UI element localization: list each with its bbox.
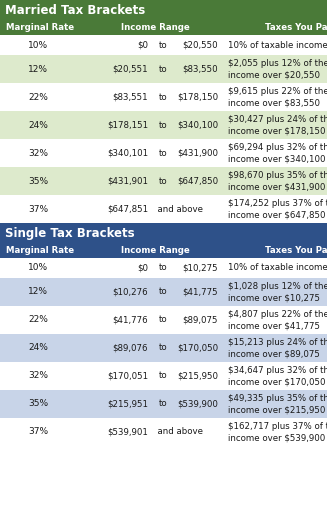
- Text: 22%: 22%: [28, 93, 48, 102]
- Bar: [0, 418, 327, 446]
- Text: 12%: 12%: [28, 65, 48, 74]
- Text: $170,050: $170,050: [177, 343, 218, 352]
- Text: to: to: [159, 93, 167, 102]
- Text: to: to: [159, 177, 167, 186]
- Bar: [0, 243, 327, 258]
- Text: Married Tax Brackets: Married Tax Brackets: [5, 4, 145, 16]
- Text: Marginal Rate: Marginal Rate: [6, 23, 74, 32]
- Text: $15,213 plus 24% of the
income over $89,075: $15,213 plus 24% of the income over $89,…: [228, 338, 327, 358]
- Text: $215,951: $215,951: [107, 400, 148, 409]
- Text: and above: and above: [152, 428, 203, 437]
- Text: $89,076: $89,076: [112, 343, 148, 352]
- Bar: [0, 258, 327, 278]
- Bar: [0, 278, 327, 306]
- Bar: [0, 83, 327, 111]
- Bar: [0, 390, 327, 418]
- Text: $20,551: $20,551: [112, 65, 148, 74]
- Bar: [0, 55, 327, 83]
- Bar: [0, 223, 327, 243]
- Text: $215,950: $215,950: [177, 371, 218, 380]
- Text: $98,670 plus 35% of the
income over $431,900: $98,670 plus 35% of the income over $431…: [228, 170, 327, 191]
- Text: $170,051: $170,051: [107, 371, 148, 380]
- Text: $1,028 plus 12% of the
income over $10,275: $1,028 plus 12% of the income over $10,2…: [228, 281, 327, 302]
- Text: $49,335 plus 35% of the
income over $215,950: $49,335 plus 35% of the income over $215…: [228, 393, 327, 414]
- Text: to: to: [159, 371, 167, 380]
- Bar: [0, 334, 327, 362]
- Text: to: to: [159, 264, 167, 272]
- Text: to: to: [159, 288, 167, 297]
- Text: $4,807 plus 22% of the
income over $41,775: $4,807 plus 22% of the income over $41,7…: [228, 310, 327, 330]
- Text: 10% of taxable income: 10% of taxable income: [228, 41, 327, 49]
- Text: $340,101: $340,101: [107, 148, 148, 157]
- Text: $9,615 plus 22% of the
income over $83,550: $9,615 plus 22% of the income over $83,5…: [228, 87, 327, 107]
- Text: to: to: [159, 41, 167, 49]
- Text: 10% of taxable income: 10% of taxable income: [228, 264, 327, 272]
- Text: to: to: [159, 120, 167, 129]
- Text: $10,276: $10,276: [112, 288, 148, 297]
- Text: $647,850: $647,850: [177, 177, 218, 186]
- Text: $30,427 plus 24% of the
income over $178,150: $30,427 plus 24% of the income over $178…: [228, 115, 327, 135]
- Text: 24%: 24%: [28, 120, 48, 129]
- Text: to: to: [159, 400, 167, 409]
- Text: 32%: 32%: [28, 371, 48, 380]
- Text: $20,550: $20,550: [182, 41, 218, 49]
- Text: 35%: 35%: [28, 400, 48, 409]
- Text: 32%: 32%: [28, 148, 48, 157]
- Text: $34,647 plus 32% of the
income over $170,050: $34,647 plus 32% of the income over $170…: [228, 366, 327, 387]
- Text: $69,294 plus 32% of the
income over $340,100: $69,294 plus 32% of the income over $340…: [228, 143, 327, 164]
- Text: Marginal Rate: Marginal Rate: [6, 246, 74, 255]
- Bar: [0, 306, 327, 334]
- Text: to: to: [159, 65, 167, 74]
- Text: 35%: 35%: [28, 177, 48, 186]
- Text: $0: $0: [137, 41, 148, 49]
- Text: 12%: 12%: [28, 288, 48, 297]
- Text: $0: $0: [137, 264, 148, 272]
- Text: $431,901: $431,901: [107, 177, 148, 186]
- Text: 10%: 10%: [28, 264, 48, 272]
- Text: $2,055 plus 12% of the
income over $20,550: $2,055 plus 12% of the income over $20,5…: [228, 58, 327, 79]
- Text: $89,075: $89,075: [182, 316, 218, 325]
- Bar: [0, 139, 327, 167]
- Text: 22%: 22%: [28, 316, 48, 325]
- Bar: [0, 111, 327, 139]
- Text: $539,900: $539,900: [177, 400, 218, 409]
- Text: 24%: 24%: [28, 343, 48, 352]
- Text: $539,901: $539,901: [107, 428, 148, 437]
- Text: 37%: 37%: [28, 428, 48, 437]
- Text: to: to: [159, 316, 167, 325]
- Text: $174,252 plus 37% of the
income over $647,850: $174,252 plus 37% of the income over $64…: [228, 199, 327, 219]
- Text: $178,150: $178,150: [177, 93, 218, 102]
- Bar: [0, 20, 327, 35]
- Text: $83,550: $83,550: [182, 65, 218, 74]
- Text: Taxes You Pay: Taxes You Pay: [265, 23, 327, 32]
- Bar: [0, 35, 327, 55]
- Bar: [0, 167, 327, 195]
- Text: to: to: [159, 343, 167, 352]
- Text: $647,851: $647,851: [107, 205, 148, 214]
- Text: 37%: 37%: [28, 205, 48, 214]
- Bar: [0, 195, 327, 223]
- Text: $41,776: $41,776: [112, 316, 148, 325]
- Text: $162,717 plus 37% of the
income over $539,900: $162,717 plus 37% of the income over $53…: [228, 422, 327, 442]
- Text: Single Tax Brackets: Single Tax Brackets: [5, 227, 135, 239]
- Text: $431,900: $431,900: [177, 148, 218, 157]
- Text: $10,275: $10,275: [182, 264, 218, 272]
- Text: $41,775: $41,775: [182, 288, 218, 297]
- Text: to: to: [159, 148, 167, 157]
- Text: Taxes You Pay: Taxes You Pay: [265, 246, 327, 255]
- Text: and above: and above: [152, 205, 203, 214]
- Text: $178,151: $178,151: [107, 120, 148, 129]
- Bar: [0, 0, 327, 20]
- Text: Income Range: Income Range: [121, 246, 189, 255]
- Text: 10%: 10%: [28, 41, 48, 49]
- Text: Income Range: Income Range: [121, 23, 189, 32]
- Bar: [0, 362, 327, 390]
- Text: $340,100: $340,100: [177, 120, 218, 129]
- Text: $83,551: $83,551: [112, 93, 148, 102]
